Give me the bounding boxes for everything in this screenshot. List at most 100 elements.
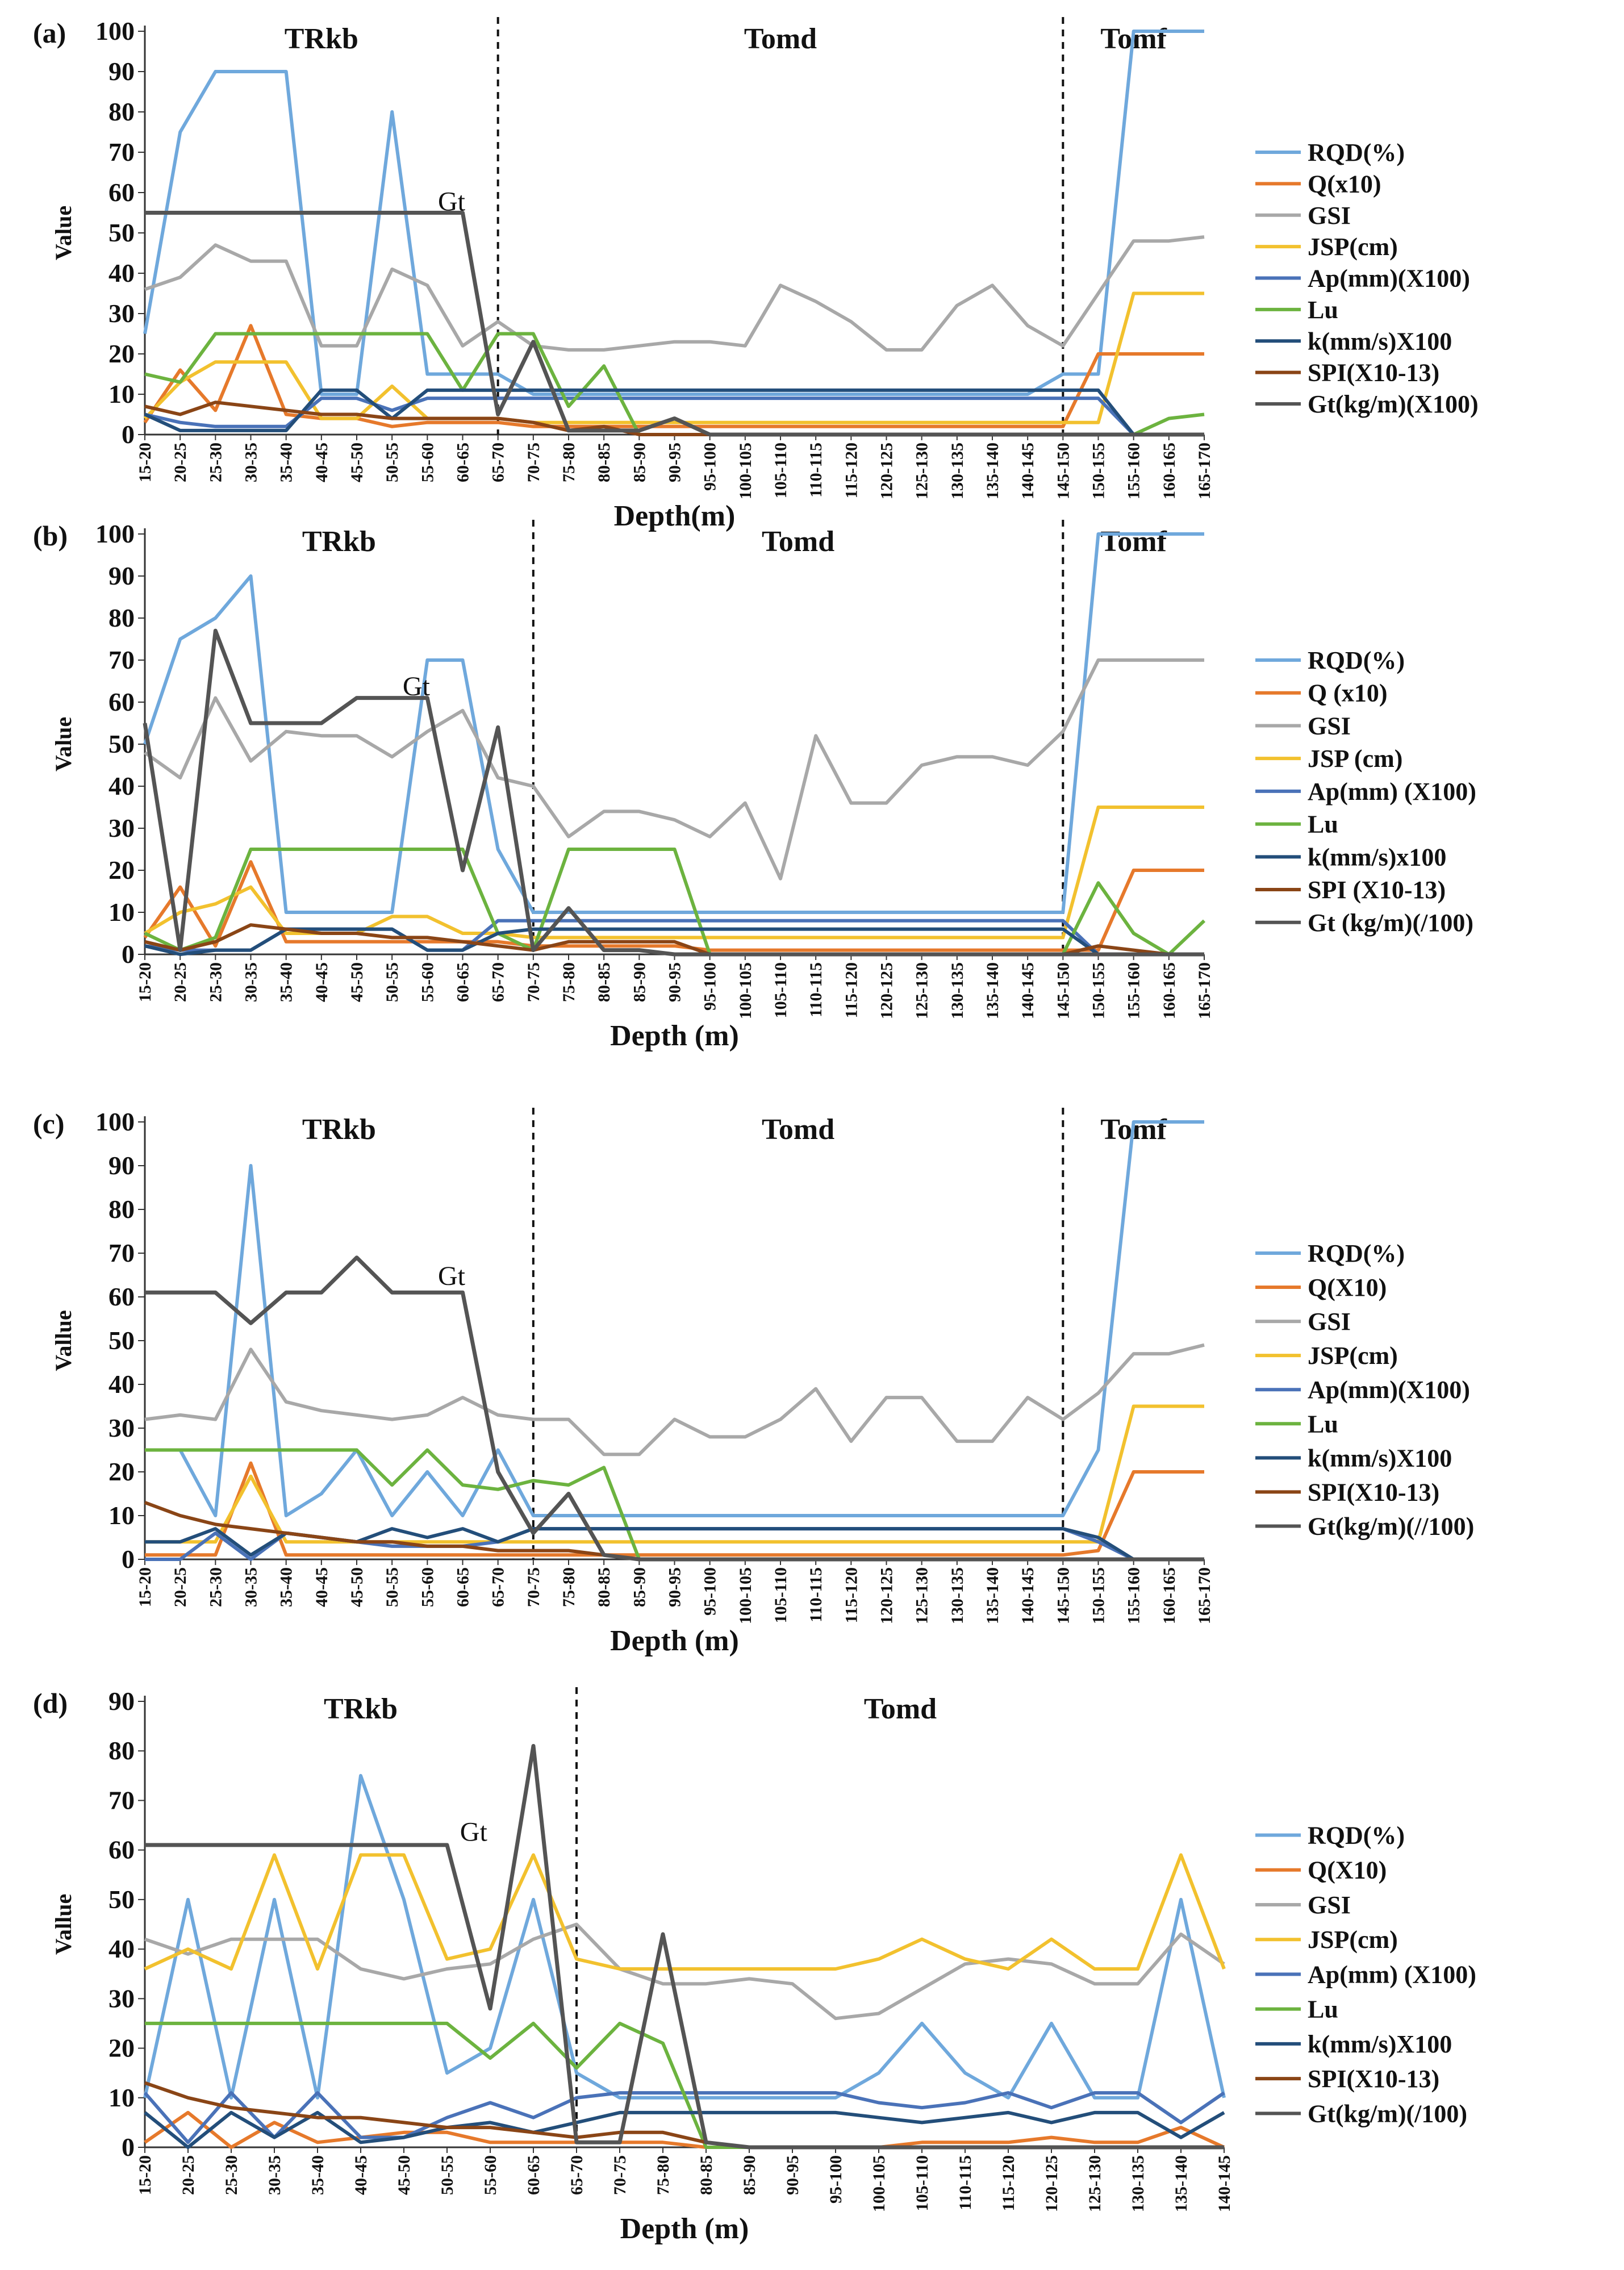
series-line-jsp [144, 806, 1204, 940]
x-tick-label: 165-170 [1195, 962, 1214, 1019]
x-tick-label: 40-45 [312, 1567, 331, 1607]
x-axis-title: Depth(m) [614, 500, 736, 532]
x-tick-label: 80-85 [595, 1567, 613, 1607]
x-tick-label: 125-130 [913, 1567, 932, 1624]
x-tick-label: 90-95 [666, 1567, 684, 1607]
x-tick-label: 150-155 [1089, 443, 1108, 499]
x-tick-label: 130-135 [948, 1567, 967, 1624]
legend-label-gsi: GSI [1308, 1308, 1351, 1336]
y-tick-label: 90 [108, 561, 135, 590]
zone-label: TRkb [285, 23, 358, 55]
x-tick-label: 145-150 [1054, 962, 1072, 1019]
series-line-ap [144, 397, 1204, 436]
series-line-rqd [145, 1120, 1204, 1517]
legend-label-lu: Lu [1308, 811, 1338, 838]
x-tick-label: 100-105 [736, 443, 755, 499]
series-line-jsp [143, 291, 1204, 424]
x-tick-label: 25-30 [206, 1567, 225, 1607]
x-tick-label: 20-25 [179, 2155, 198, 2195]
x-tick-label: 50-55 [383, 1567, 402, 1607]
x-tick-label: 115-120 [842, 1567, 861, 1623]
y-tick-label: 40 [108, 258, 135, 287]
y-tick-label: 60 [108, 178, 135, 207]
x-tick-label: 20-25 [171, 1567, 190, 1607]
x-tick-label: 115-120 [842, 443, 861, 498]
x-tick-label: 70-75 [611, 2155, 629, 2195]
y-tick-label: 40 [108, 1934, 135, 1963]
legend-label-q: Q(x10) [1308, 170, 1381, 198]
legend-label-q: Q(X10) [1308, 1274, 1387, 1301]
x-tick-label: 110-115 [956, 2155, 975, 2210]
x-tick-label: 45-50 [348, 962, 366, 1002]
y-axis-title: Vallue [51, 1310, 76, 1371]
x-tick-label: 65-70 [489, 1567, 508, 1607]
y-tick-label: 0 [122, 2133, 135, 2161]
x-tick-label: 25-30 [222, 2155, 241, 2195]
x-tick-label: 125-130 [913, 443, 932, 499]
legend-label-k: k(mm/s)X100 [1308, 1444, 1452, 1472]
y-tick-label: 50 [108, 729, 135, 758]
y-tick-label: 0 [122, 940, 135, 969]
legend-label-rqd: RQD(%) [1308, 139, 1405, 166]
x-tick-label: 70-75 [524, 443, 543, 482]
y-tick-label: 30 [108, 299, 135, 328]
y-tick-label: 70 [108, 1785, 135, 1814]
y-tick-label: 100 [95, 1107, 135, 1136]
series-line-gsi [144, 235, 1205, 352]
x-tick-label: 65-70 [567, 2155, 586, 2195]
legend-label-lu: Lu [1308, 296, 1338, 324]
y-tick-label: 30 [108, 813, 135, 842]
x-tick-label: 150-155 [1089, 1567, 1108, 1624]
x-tick-label: 100-105 [736, 1567, 755, 1624]
y-tick-label: 10 [108, 2083, 135, 2112]
zone-label: Tomd [762, 525, 834, 558]
series-line-jsp [144, 1853, 1226, 1971]
y-tick-label: 70 [108, 645, 135, 674]
legend-label-k: k(mm/s)X100 [1308, 2030, 1452, 2058]
y-tick-label: 10 [108, 1501, 135, 1530]
x-tick-label: 100-105 [736, 962, 755, 1019]
zone-label: Tomd [744, 23, 817, 55]
x-tick-label: 15-20 [136, 443, 155, 482]
y-tick-label: 70 [108, 1238, 135, 1267]
x-tick-label: 155-160 [1125, 962, 1143, 1019]
x-tick-label: 120-125 [1042, 2155, 1061, 2212]
y-tick-label: 10 [108, 898, 135, 927]
x-tick-label: 30-35 [242, 962, 261, 1002]
x-tick-label: 135-140 [983, 962, 1002, 1019]
x-tick-label: 165-170 [1195, 443, 1214, 499]
legend-label-jsp: JSP (cm) [1308, 745, 1402, 773]
zone-label: Tomd [762, 1113, 834, 1146]
x-tick-label: 120-125 [878, 443, 896, 499]
y-tick-label: 20 [108, 339, 135, 368]
x-tick-label: 35-40 [277, 962, 296, 1002]
x-tick-label: 35-40 [277, 1567, 296, 1607]
x-tick-label: 75-80 [560, 443, 578, 482]
x-tick-label: 70-75 [524, 1567, 543, 1607]
chart-panel-1: 0 10 20 30 40 50 60 70 80 90 100 15-20 20-25 25-30 30-… [33, 16, 1479, 532]
x-tick-label: 80-85 [595, 443, 613, 482]
x-tick-label: 90-95 [666, 962, 684, 1002]
x-tick-label: 30-35 [265, 2155, 284, 2195]
panel-label: (d) [33, 1687, 68, 1719]
gt-annotation: Gt [460, 1817, 488, 1847]
x-tick-label: 60-65 [524, 2155, 543, 2195]
x-tick-label: 45-50 [348, 1567, 366, 1607]
x-tick-label: 155-160 [1125, 1567, 1143, 1624]
x-tick-label: 15-20 [136, 1567, 155, 1607]
x-tick-label: 85-90 [740, 2155, 759, 2195]
series-line-k [144, 388, 1204, 436]
y-tick-label: 0 [122, 420, 135, 449]
x-tick-label: 80-85 [697, 2155, 716, 2195]
x-tick-label: 60-65 [454, 962, 473, 1002]
y-axis-title: Value [51, 717, 76, 771]
gt-annotation: Gt [403, 671, 431, 702]
series-line-jsp [145, 1404, 1204, 1544]
legend-label-gsi: GSI [1308, 712, 1351, 740]
x-tick-label: 65-70 [489, 962, 508, 1002]
legend-label-spi: SPI (X10-13) [1308, 876, 1446, 904]
zone-label: TRkb [324, 1693, 398, 1725]
x-tick-label: 60-65 [454, 443, 473, 482]
x-tick-label: 155-160 [1125, 443, 1143, 499]
x-tick-label: 130-135 [948, 443, 967, 499]
